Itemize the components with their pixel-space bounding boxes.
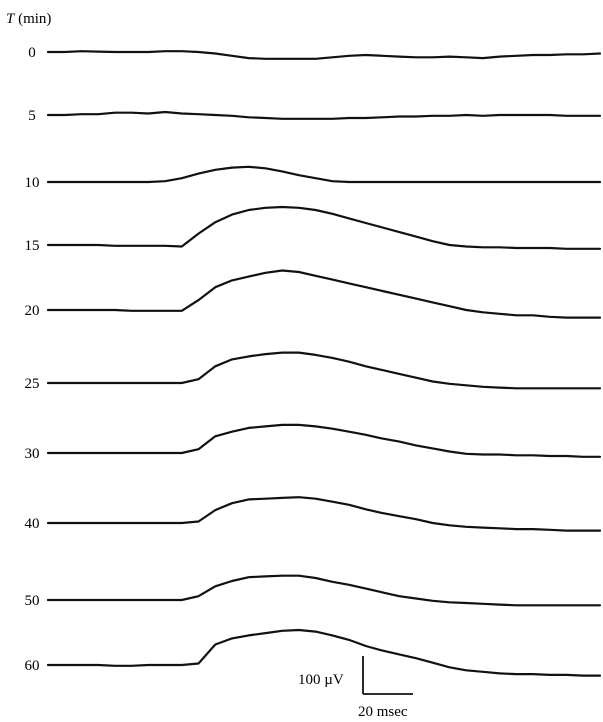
axis-title-unit: (min)	[14, 11, 51, 27]
trace-30-min	[46, 423, 602, 458]
trace-50-min	[46, 574, 602, 607]
scale-bar-x-label: 20 msec	[358, 704, 408, 720]
traces	[46, 50, 602, 677]
time-label-30: 30	[25, 446, 40, 462]
trace-25-min	[46, 351, 602, 390]
trace-0-min	[46, 50, 602, 60]
trace-40-min	[46, 496, 602, 532]
time-label-60: 60	[25, 658, 40, 674]
trace-10-min	[46, 165, 602, 184]
time-label-25: 25	[25, 376, 40, 392]
time-label-20: 20	[25, 303, 40, 319]
time-label-10: 10	[25, 175, 40, 191]
time-label-5: 5	[28, 108, 36, 124]
time-label-15: 15	[25, 238, 40, 254]
trace-5-min	[46, 110, 602, 120]
trace-20-min	[46, 269, 602, 319]
time-label-0: 0	[28, 45, 36, 61]
trace-15-min	[46, 205, 602, 250]
trace-60-min	[46, 628, 602, 677]
time-label-50: 50	[25, 593, 40, 609]
axis-title-symbol: T	[6, 11, 16, 27]
axis-title: T (min)	[6, 11, 51, 27]
time-label-40: 40	[25, 516, 40, 532]
time-labels: 0 5 10 15 20 25 30 40 50 60	[25, 45, 40, 674]
scale-bar-y-label: 100 µV	[298, 672, 344, 688]
scale-bar: 100 µV 20 msec	[298, 656, 413, 720]
